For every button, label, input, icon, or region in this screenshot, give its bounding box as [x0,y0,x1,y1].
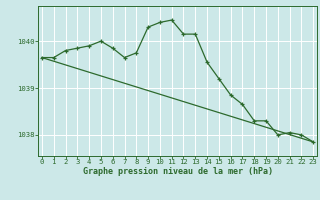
X-axis label: Graphe pression niveau de la mer (hPa): Graphe pression niveau de la mer (hPa) [83,167,273,176]
